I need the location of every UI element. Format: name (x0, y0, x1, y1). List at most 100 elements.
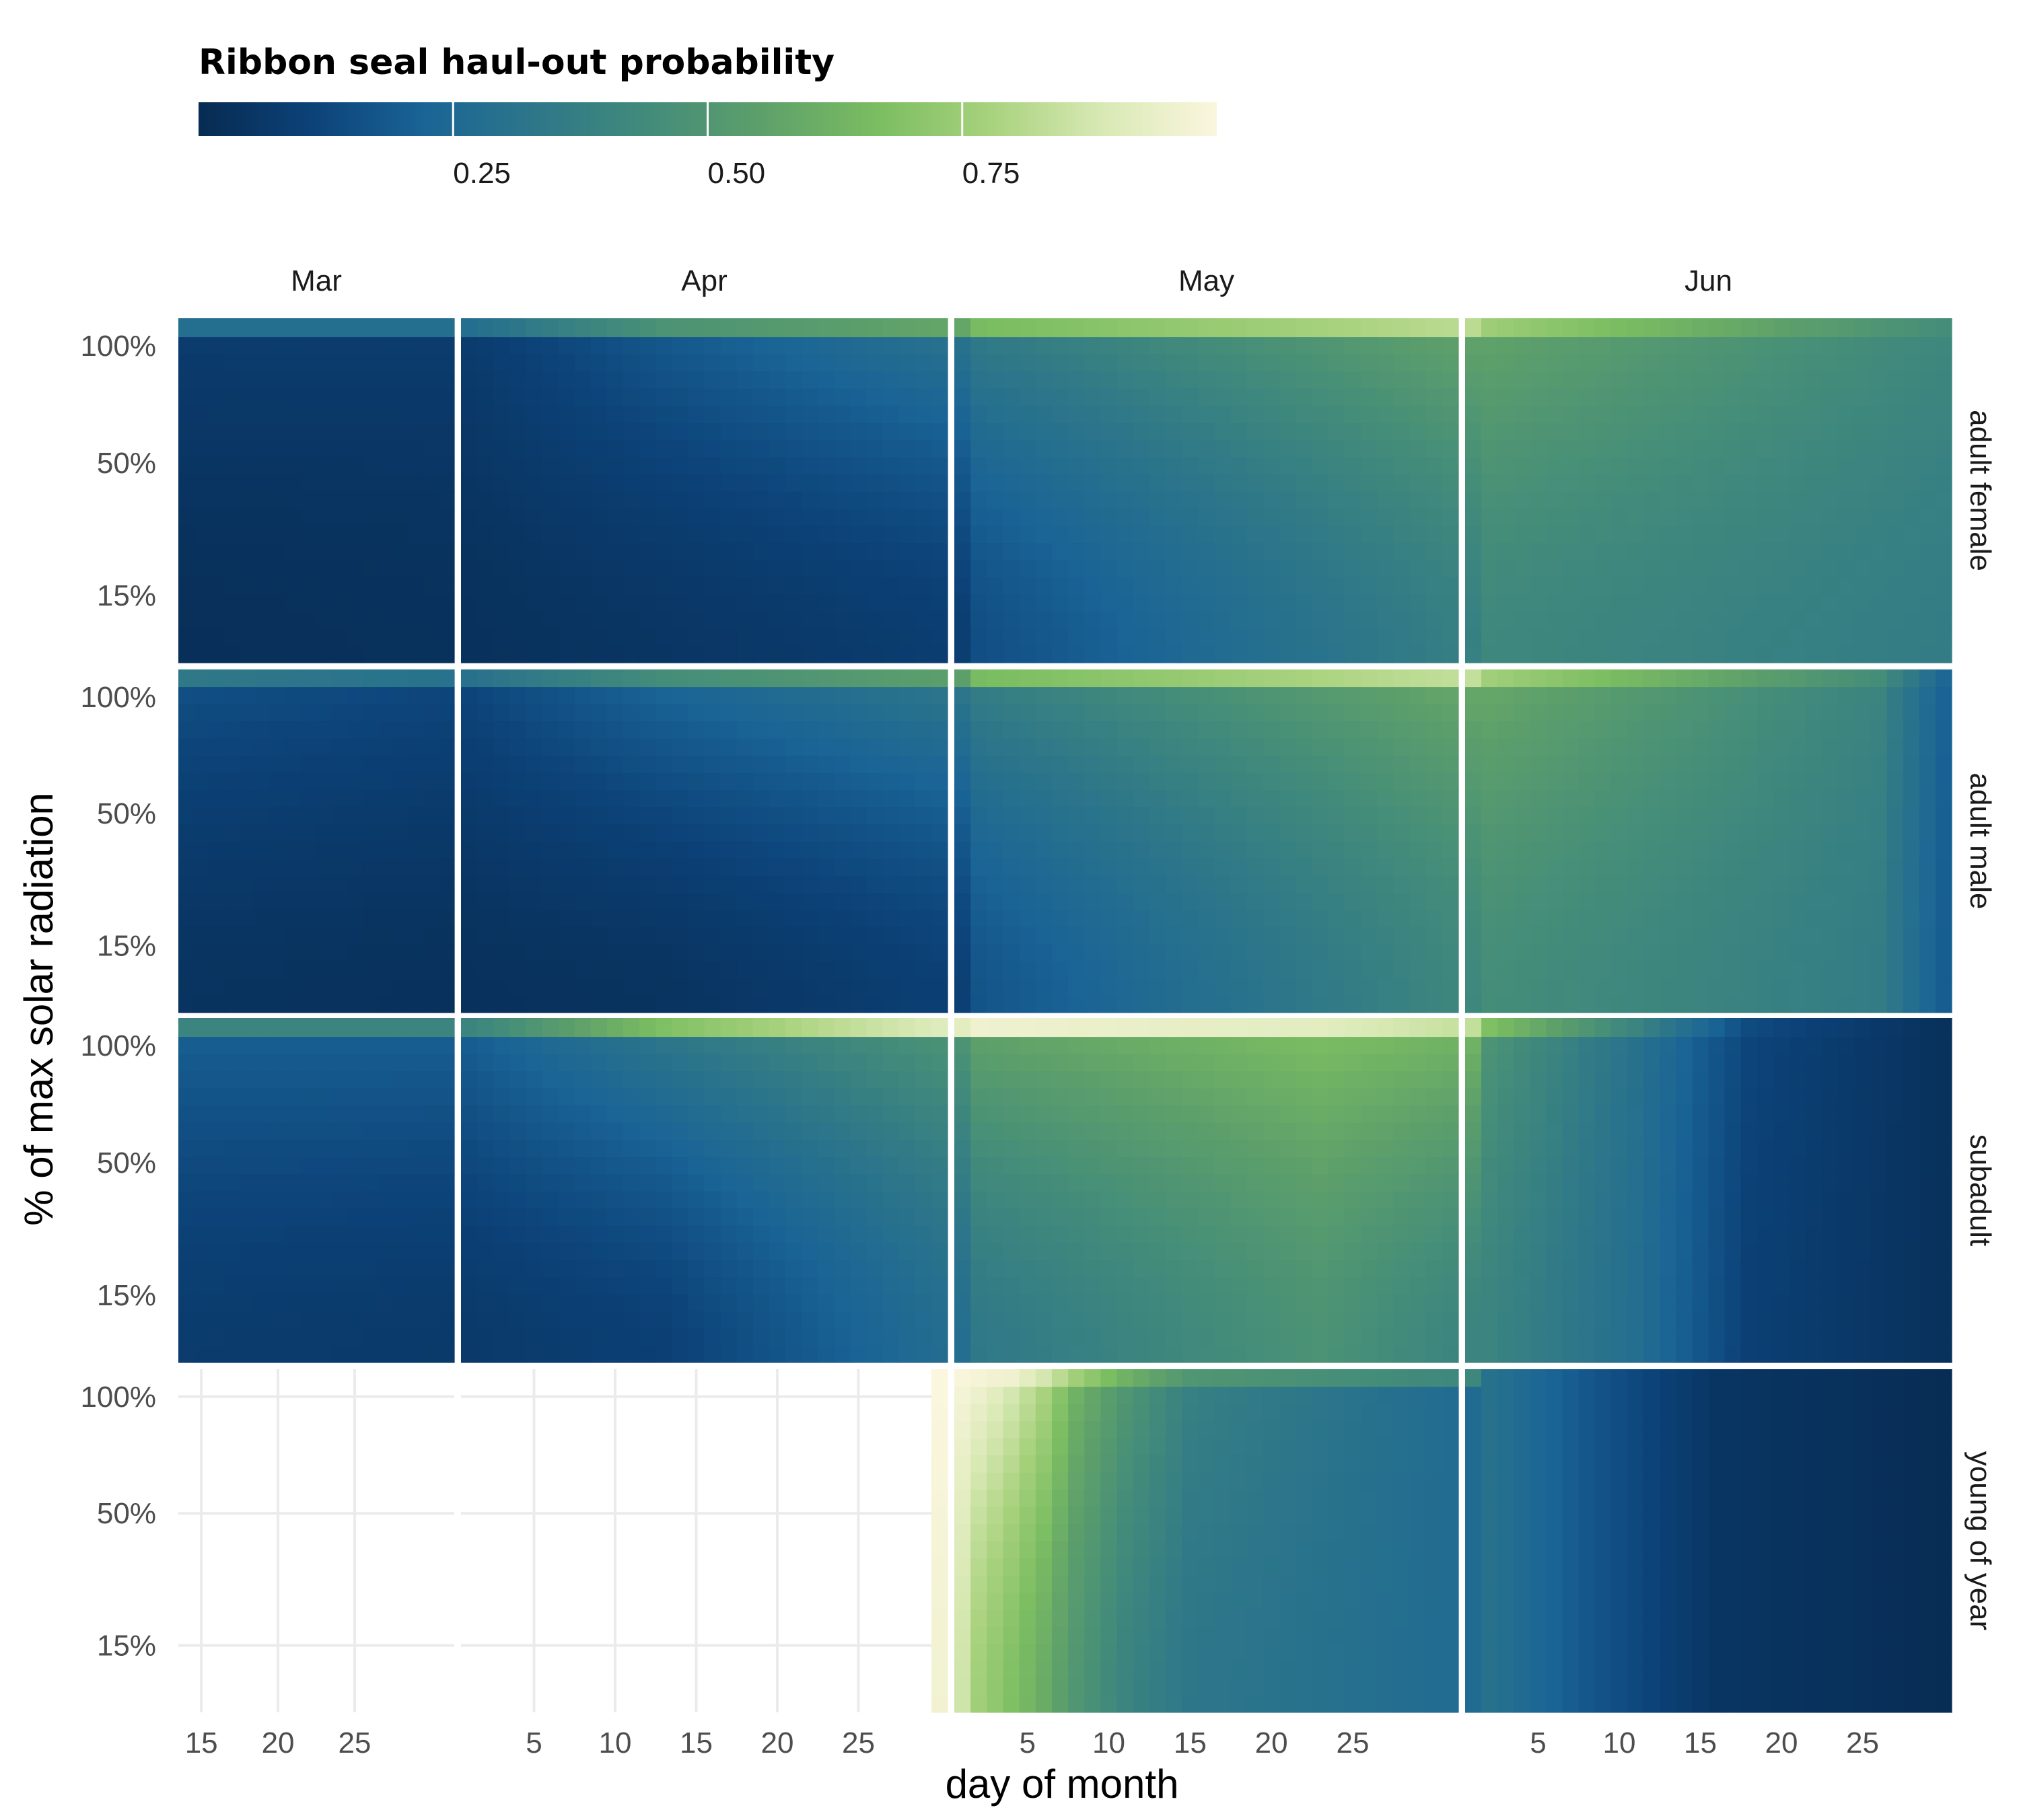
heatmap-cell (1709, 560, 1726, 577)
heatmap-cell (1773, 354, 1790, 371)
heatmap-cell (931, 388, 948, 406)
heatmap-cell (1020, 646, 1036, 663)
heatmap-cell (1068, 318, 1085, 337)
heatmap-cell (672, 423, 688, 440)
heatmap-cell (899, 893, 916, 910)
heatmap-cell (194, 1088, 209, 1105)
heatmap-cell (301, 1346, 316, 1363)
heatmap-cell (347, 594, 363, 612)
heatmap-cell (542, 772, 559, 790)
heatmap-cell (639, 704, 656, 721)
heatmap-cell (769, 790, 786, 807)
heatmap-cell (526, 807, 542, 824)
heatmap-cell (639, 944, 656, 961)
heatmap-cell (1361, 669, 1378, 687)
heatmap-cell (656, 406, 672, 423)
heatmap-cell (1579, 337, 1596, 355)
heatmap-cell (656, 543, 672, 560)
heatmap-cell (439, 1191, 454, 1208)
heatmap-cell (493, 371, 510, 389)
heatmap-cell (393, 756, 409, 773)
heatmap-cell (559, 525, 575, 543)
heatmap-cell (1627, 525, 1644, 543)
heatmap-cell (575, 1346, 592, 1363)
heatmap-cell (1166, 944, 1182, 961)
heatmap-cell (1182, 628, 1199, 646)
heatmap-cell (423, 457, 439, 474)
heatmap-cell (1426, 704, 1443, 721)
heatmap-cell (802, 669, 818, 687)
heatmap-cell (883, 509, 900, 526)
heatmap-cell (409, 1243, 424, 1260)
heatmap-cell (850, 612, 867, 629)
heatmap-cell (378, 1122, 393, 1140)
heatmap-cell (954, 807, 971, 824)
heatmap-cell (818, 669, 835, 687)
heatmap-cell (688, 721, 705, 739)
heatmap-cell (509, 669, 526, 687)
heatmap-cell (721, 628, 738, 646)
heatmap-cell (1263, 560, 1280, 577)
heatmap-cell (255, 1140, 271, 1157)
heatmap-cell (1806, 491, 1822, 509)
heatmap-cell (818, 944, 835, 961)
heatmap-cell (526, 474, 542, 492)
heatmap-cell (970, 457, 987, 474)
heatmap-cell (194, 1122, 209, 1140)
heatmap-cell (737, 669, 754, 687)
heatmap-cell (301, 1311, 316, 1329)
heatmap-cell (224, 1191, 240, 1208)
heatmap-cell (509, 1260, 526, 1277)
heatmap-cell (785, 577, 802, 595)
heatmap-cell (954, 354, 971, 371)
heatmap-cell (1182, 704, 1199, 721)
heatmap-cell (931, 318, 948, 337)
heatmap-cell (1871, 509, 1888, 526)
heatmap-cell (1279, 318, 1296, 337)
heatmap-cell (209, 1243, 225, 1260)
heatmap-cell (1166, 337, 1182, 355)
heatmap-cell (1215, 756, 1232, 773)
heatmap-cell (316, 944, 332, 961)
heatmap-cell (1020, 388, 1036, 406)
heatmap-cell (378, 1208, 393, 1226)
heatmap-cell (477, 628, 494, 646)
heatmap-cell (1036, 772, 1053, 790)
heatmap-cell (1133, 440, 1150, 458)
heatmap-cell (1741, 525, 1758, 543)
heatmap-cell (1497, 457, 1514, 474)
heatmap-cell (575, 423, 592, 440)
heatmap-cell (224, 893, 240, 910)
heatmap-cell (591, 927, 608, 945)
heatmap-cell (378, 669, 393, 687)
heatmap-cell (362, 1018, 378, 1037)
heatmap-cell (1410, 628, 1427, 646)
heatmap-cell (1296, 738, 1312, 756)
heatmap-cell (1263, 944, 1280, 961)
heatmap-cell (656, 337, 672, 355)
heatmap-cell (1465, 944, 1482, 961)
heatmap-cell (194, 457, 209, 474)
heatmap-cell (493, 1157, 510, 1174)
heatmap-cell (915, 594, 932, 612)
heatmap-cell (209, 525, 225, 543)
heatmap-cell (883, 944, 900, 961)
heatmap-cell (224, 525, 240, 543)
heatmap-cell (477, 721, 494, 739)
heatmap-cell (224, 1054, 240, 1071)
heatmap-cell (347, 1277, 363, 1295)
heatmap-cell (332, 1157, 347, 1174)
heatmap-cell (607, 687, 624, 704)
heatmap-cell (178, 669, 194, 687)
heatmap-cell (705, 354, 721, 371)
heatmap-cell (1312, 704, 1329, 721)
heatmap-cell (1579, 594, 1596, 612)
heatmap-cell (591, 543, 608, 560)
legend-title: Ribbon seal haul-out probability (199, 42, 835, 83)
heatmap-cell (883, 978, 900, 996)
heatmap-cell (1068, 875, 1085, 893)
heatmap-cell (1247, 388, 1264, 406)
heatmap-cell (362, 875, 378, 893)
heatmap-cell (1806, 721, 1822, 739)
heatmap-cell (1838, 772, 1855, 790)
